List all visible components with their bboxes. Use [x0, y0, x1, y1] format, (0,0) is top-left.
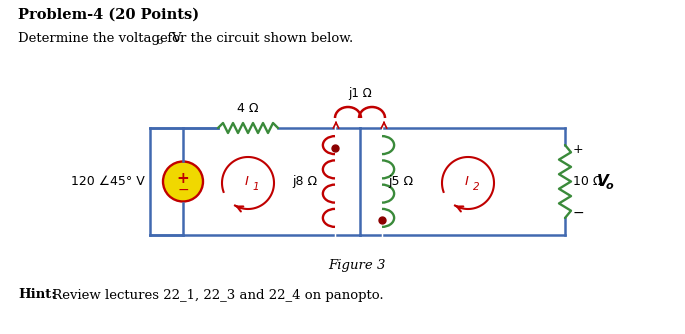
Text: Hint:: Hint:	[18, 289, 56, 302]
Text: j8 Ω: j8 Ω	[292, 175, 317, 188]
Text: Figure 3: Figure 3	[328, 259, 386, 272]
Text: 4 Ω: 4 Ω	[237, 102, 259, 115]
Text: Determine the voltage V: Determine the voltage V	[18, 31, 182, 44]
Text: I: I	[245, 174, 249, 187]
Text: −: −	[573, 206, 584, 220]
Text: I: I	[465, 174, 469, 187]
Text: Problem-4 (20 Points): Problem-4 (20 Points)	[18, 8, 199, 22]
Text: 2: 2	[473, 182, 480, 192]
Text: o: o	[157, 36, 163, 45]
Text: 120 ∠45° V: 120 ∠45° V	[71, 175, 145, 188]
Text: Review lectures 22_1, 22_3 and 22_4 on panopto.: Review lectures 22_1, 22_3 and 22_4 on p…	[48, 289, 384, 302]
Text: −: −	[177, 182, 189, 196]
Text: j1 Ω: j1 Ω	[348, 87, 372, 100]
Text: +: +	[573, 143, 584, 156]
Text: 10 Ω: 10 Ω	[573, 175, 603, 188]
Text: j5 Ω: j5 Ω	[388, 175, 413, 188]
Text: for the circuit shown below.: for the circuit shown below.	[163, 31, 353, 44]
Circle shape	[163, 162, 203, 201]
Text: V: V	[597, 174, 609, 189]
Text: +: +	[177, 171, 189, 186]
Text: 1: 1	[253, 182, 260, 192]
Text: o: o	[606, 180, 614, 190]
